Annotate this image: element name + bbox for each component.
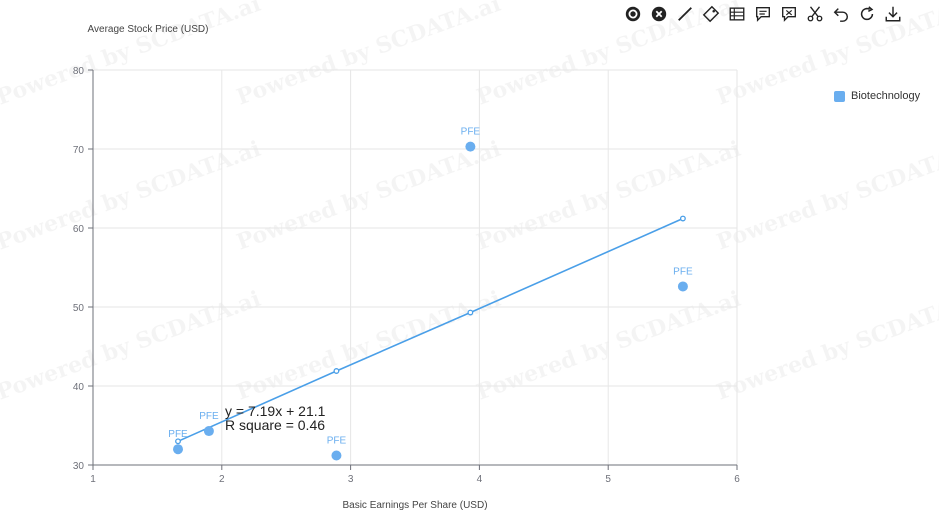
line-icon[interactable] — [675, 4, 695, 24]
point-label: PFE — [327, 436, 347, 447]
toolbar — [623, 4, 903, 26]
trendline-equation: y = 7.19x + 21.1 — [225, 403, 326, 419]
x-tick-label: 3 — [348, 474, 354, 485]
trendline-point — [175, 438, 181, 445]
y-tick-label: 40 — [73, 382, 85, 393]
legend-swatch — [834, 90, 845, 102]
trendline-r-square: R square = 0.46 — [225, 417, 325, 433]
watermark-layer: Powered by SCDATA.aiPowered by SCDATA.ai… — [0, 0, 939, 406]
x-tick-label: 4 — [477, 474, 483, 485]
watermark-text: Powered by SCDATA.ai — [0, 136, 264, 256]
watermark-text: Powered by SCDATA.ai — [233, 0, 504, 111]
y-tick-label: 70 — [73, 145, 85, 156]
y-axis-title: Average Stock Price (USD) — [88, 24, 209, 35]
trendline-point — [679, 215, 686, 222]
download-icon[interactable] — [883, 4, 903, 24]
scatter-point — [677, 281, 688, 292]
scatter-point — [331, 450, 342, 461]
undo-icon[interactable] — [831, 4, 851, 24]
scissors-icon[interactable] — [805, 4, 825, 24]
x-tick-label: 2 — [219, 474, 225, 485]
watermark-text: Powered by SCDATA.ai — [0, 0, 264, 111]
close-circle-icon[interactable] — [649, 4, 669, 24]
y-tick-label: 60 — [73, 224, 85, 235]
scatter-point — [465, 141, 476, 152]
legend[interactable]: Biotechnology — [834, 90, 920, 102]
point-label: PFE — [673, 266, 693, 277]
watermark-text: Powered by SCDATA.ai — [0, 286, 264, 406]
x-tick-label: 6 — [734, 474, 740, 485]
refresh-icon[interactable] — [857, 4, 877, 24]
legend-label: Biotechnology — [851, 90, 921, 102]
y-tick-label: 50 — [73, 303, 85, 314]
y-tick-label: 80 — [73, 66, 85, 77]
target-icon[interactable] — [623, 4, 643, 24]
scatter-point — [173, 444, 184, 455]
watermark-text: Powered by SCDATA.ai — [713, 286, 939, 406]
trendline-point — [467, 309, 474, 316]
point-label: PFE — [199, 411, 219, 422]
list-icon[interactable] — [727, 4, 747, 24]
point-label: PFE — [461, 127, 481, 138]
x-tick-label: 5 — [605, 474, 611, 485]
watermark-text: Powered by SCDATA.ai — [713, 136, 939, 256]
flag-icon[interactable] — [779, 4, 799, 24]
trendline-point — [333, 368, 340, 374]
tag-icon[interactable] — [701, 4, 721, 24]
trendline — [177, 217, 684, 443]
x-axis-title: Basic Earnings Per Share (USD) — [342, 500, 487, 511]
watermark-text: Powered by SCDATA.ai — [233, 286, 504, 406]
comment-icon[interactable] — [753, 4, 773, 24]
watermark-text: Powered by SCDATA.ai — [233, 136, 504, 256]
point-label: PFE — [168, 429, 188, 440]
y-tick-label: 30 — [73, 461, 85, 472]
scatter-point — [203, 426, 214, 437]
x-tick-label: 1 — [90, 474, 96, 485]
